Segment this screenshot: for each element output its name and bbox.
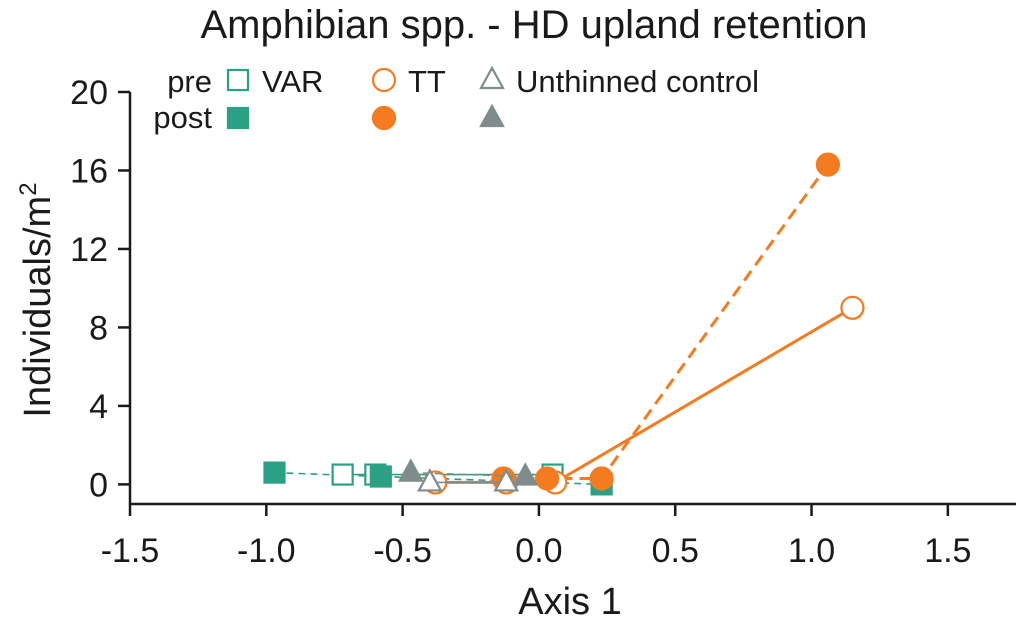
- axes: [128, 92, 1016, 506]
- series-unthinned-control: [397, 458, 539, 492]
- x-tick-label: -1.0: [237, 532, 296, 570]
- x-tick-label: 0.0: [515, 532, 562, 570]
- y-tick-label: 0: [89, 466, 108, 504]
- y-ticks: 0 4 8 12 16 20: [70, 74, 130, 504]
- y-tick-label: 20: [70, 74, 108, 112]
- legend-tt-label: TT: [408, 64, 446, 99]
- tt-post-line: [503, 163, 830, 480]
- unthinned-control-post-point: [512, 462, 539, 486]
- var-post-point: [263, 461, 286, 484]
- legend-post-label: post: [153, 100, 212, 135]
- chart-title: Amphibian spp. - HD upland retention: [200, 3, 867, 47]
- y-axis-label-superscript: 2: [15, 182, 42, 195]
- legend-unthinned-control-post-marker: [479, 103, 505, 128]
- x-tick-label: -0.5: [373, 532, 432, 570]
- legend: pre post VAR TT Unthinned control: [153, 64, 759, 135]
- var-post-point: [369, 465, 392, 488]
- y-tick-label: 12: [70, 231, 108, 269]
- tt-post-point: [589, 466, 614, 491]
- y-tick-label: 4: [89, 388, 108, 426]
- tt-pre-point: [840, 295, 865, 320]
- tt-post-point: [535, 466, 560, 491]
- series-layer: [263, 152, 865, 496]
- legend-markers: [226, 65, 505, 131]
- legend-tt-post-marker: [371, 105, 397, 131]
- y-axis-label: Individuals/m2: [15, 182, 59, 417]
- tt-post-point: [815, 152, 840, 177]
- legend-tt-pre-marker: [371, 67, 397, 93]
- y-tick-label: 16: [70, 152, 108, 190]
- legend-var-pre-marker: [226, 68, 250, 92]
- x-tick-label: 0.5: [652, 532, 699, 570]
- legend-unthinned-control-pre-marker: [479, 65, 505, 90]
- x-ticks: -1.5 -1.0 -0.5 0.0 0.5 1.0 1.5: [101, 504, 971, 570]
- y-tick-label: 8: [89, 309, 108, 347]
- tt-pre-line: [435, 306, 854, 484]
- x-tick-label: 1.0: [788, 532, 835, 570]
- legend-var-label: VAR: [262, 64, 323, 99]
- x-tick-label: 1.5: [924, 532, 971, 570]
- x-tick-label: -1.5: [101, 532, 160, 570]
- unthinned-control-pre-point: [417, 468, 443, 492]
- legend-var-post-marker: [226, 106, 250, 130]
- legend-control-label: Unthinned control: [516, 64, 759, 99]
- series-tt: [423, 152, 865, 495]
- unthinned-control-pre-point: [493, 468, 520, 492]
- y-axis-label-main: Individuals/m: [17, 196, 59, 418]
- unthinned-control-post-point: [397, 458, 424, 482]
- x-axis-label: Axis 1: [518, 581, 621, 623]
- legend-pre-label: pre: [167, 64, 212, 99]
- var-pre-point: [331, 463, 354, 486]
